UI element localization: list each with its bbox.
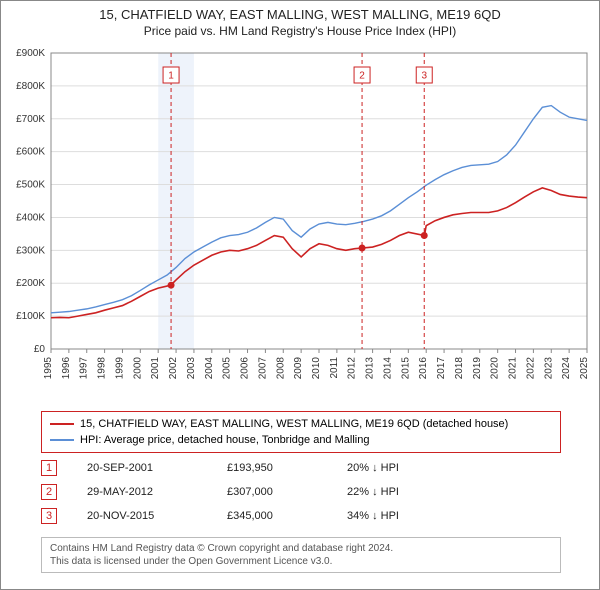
svg-text:1996: 1996: [61, 357, 72, 380]
event-price: £193,950: [227, 462, 347, 474]
svg-text:2013: 2013: [365, 357, 376, 380]
svg-text:2015: 2015: [400, 357, 411, 380]
svg-text:£300K: £300K: [16, 245, 45, 256]
svg-text:£100K: £100K: [16, 311, 45, 322]
svg-text:£900K: £900K: [16, 48, 45, 59]
svg-text:2020: 2020: [490, 357, 501, 380]
svg-text:1997: 1997: [79, 357, 90, 380]
svg-text:£500K: £500K: [16, 180, 45, 191]
svg-text:1999: 1999: [114, 357, 125, 380]
footer-line: Contains HM Land Registry data © Crown c…: [50, 542, 552, 555]
svg-text:2012: 2012: [347, 357, 358, 380]
svg-text:1995: 1995: [43, 357, 54, 380]
event-row: 3 20-NOV-2015 £345,000 34% ↓ HPI: [41, 504, 561, 528]
svg-text:£200K: £200K: [16, 278, 45, 289]
svg-text:2006: 2006: [240, 357, 251, 380]
svg-text:2004: 2004: [204, 357, 215, 380]
event-marker-icon: 1: [41, 460, 57, 476]
event-date: 20-SEP-2001: [87, 462, 227, 474]
svg-text:2003: 2003: [186, 357, 197, 380]
legend-label: HPI: Average price, detached house, Tonb…: [80, 434, 369, 446]
svg-text:1: 1: [168, 71, 174, 82]
legend-swatch-hpi: [50, 439, 74, 441]
svg-text:£800K: £800K: [16, 81, 45, 92]
svg-text:£700K: £700K: [16, 114, 45, 125]
svg-text:2011: 2011: [329, 357, 340, 379]
legend-item: 15, CHATFIELD WAY, EAST MALLING, WEST MA…: [50, 416, 552, 432]
event-marker-icon: 2: [41, 484, 57, 500]
svg-text:2: 2: [359, 71, 365, 82]
footer-attribution: Contains HM Land Registry data © Crown c…: [41, 537, 561, 573]
event-marker-icon: 3: [41, 508, 57, 524]
events-table: 1 20-SEP-2001 £193,950 20% ↓ HPI 2 29-MA…: [41, 456, 561, 528]
event-hpi: 22% ↓ HPI: [347, 486, 467, 498]
svg-text:2010: 2010: [311, 357, 322, 380]
svg-text:2021: 2021: [508, 357, 519, 380]
event-price: £307,000: [227, 486, 347, 498]
event-hpi: 34% ↓ HPI: [347, 510, 467, 522]
svg-text:£0: £0: [34, 344, 46, 355]
svg-text:2014: 2014: [382, 357, 393, 380]
svg-text:2023: 2023: [543, 357, 554, 380]
svg-text:2007: 2007: [257, 357, 268, 380]
svg-text:2017: 2017: [436, 357, 447, 380]
chart-title: 15, CHATFIELD WAY, EAST MALLING, WEST MA…: [1, 7, 599, 22]
event-price: £345,000: [227, 510, 347, 522]
svg-text:2009: 2009: [293, 357, 304, 380]
footer-line: This data is licensed under the Open Gov…: [50, 555, 552, 568]
svg-text:1998: 1998: [97, 357, 108, 380]
legend-swatch-property: [50, 423, 74, 425]
svg-text:2025: 2025: [579, 357, 590, 380]
svg-text:2005: 2005: [222, 357, 233, 380]
legend-item: HPI: Average price, detached house, Tonb…: [50, 432, 552, 448]
svg-text:2008: 2008: [275, 357, 286, 380]
line-chart: £0£100K£200K£300K£400K£500K£600K£700K£80…: [51, 49, 591, 389]
chart-container: 15, CHATFIELD WAY, EAST MALLING, WEST MA…: [0, 0, 600, 590]
legend: 15, CHATFIELD WAY, EAST MALLING, WEST MA…: [41, 411, 561, 453]
chart-subtitle: Price paid vs. HM Land Registry's House …: [1, 24, 599, 38]
event-row: 2 29-MAY-2012 £307,000 22% ↓ HPI: [41, 480, 561, 504]
svg-text:2001: 2001: [150, 357, 161, 380]
svg-text:2016: 2016: [418, 357, 429, 380]
svg-text:2019: 2019: [472, 357, 483, 380]
event-row: 1 20-SEP-2001 £193,950 20% ↓ HPI: [41, 456, 561, 480]
event-hpi: 20% ↓ HPI: [347, 462, 467, 474]
svg-text:2024: 2024: [561, 357, 572, 380]
svg-text:2000: 2000: [132, 357, 143, 380]
svg-text:2022: 2022: [525, 357, 536, 380]
svg-text:2018: 2018: [454, 357, 465, 380]
event-date: 29-MAY-2012: [87, 486, 227, 498]
svg-text:3: 3: [421, 71, 427, 82]
svg-text:£400K: £400K: [16, 212, 45, 223]
svg-text:£600K: £600K: [16, 147, 45, 158]
event-date: 20-NOV-2015: [87, 510, 227, 522]
legend-label: 15, CHATFIELD WAY, EAST MALLING, WEST MA…: [80, 418, 508, 430]
svg-text:2002: 2002: [168, 357, 179, 380]
